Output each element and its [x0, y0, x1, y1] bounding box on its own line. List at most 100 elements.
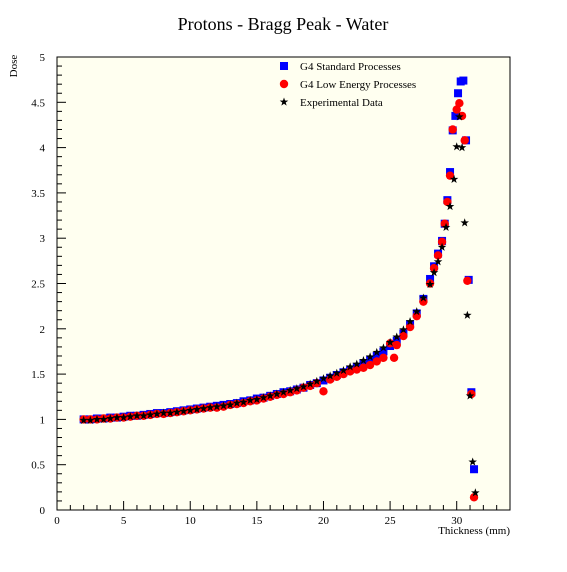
experimental-point: [185, 405, 195, 414]
experimental-point: [219, 401, 228, 410]
experimental-point: [332, 368, 342, 377]
experimental-point: [86, 415, 95, 424]
standard-point: [470, 465, 479, 474]
y-tick-label: 3: [40, 233, 46, 245]
experimental-point: [179, 406, 188, 415]
lowenergy-point: [325, 375, 335, 384]
experimental-point: [437, 242, 447, 251]
experimental-point: [79, 415, 88, 424]
experimental-point: [460, 218, 469, 227]
experimental-point: [112, 413, 122, 422]
experimental-point: [152, 409, 162, 418]
experimental-point: [92, 414, 102, 424]
lowenergy-point: [332, 372, 341, 382]
x-tick-label: 25: [385, 515, 397, 527]
experimental-point: [265, 391, 275, 400]
experimental-point: [205, 403, 215, 412]
y-tick-label: 2.5: [31, 279, 45, 291]
experimental-point: [365, 352, 375, 361]
experimental-point: [312, 376, 322, 385]
lowenergy-point: [469, 493, 479, 502]
standard-point: [392, 336, 401, 345]
y-tick-label: 3.5: [31, 188, 45, 200]
experimental-point: [379, 343, 388, 352]
legend: G4 Standard Processes G4 Low Energy Proce…: [279, 61, 416, 109]
y-tick-label: 5: [40, 52, 46, 64]
lowenergy-point: [448, 125, 457, 134]
lowenergy-point: [460, 136, 469, 145]
experimental-point: [463, 310, 472, 319]
experimental-point: [305, 379, 315, 388]
lowenergy-point: [372, 357, 381, 366]
experimental-point: [299, 382, 308, 391]
experimental-point: [292, 384, 302, 393]
standard-point: [366, 355, 375, 364]
legend-label: Experimental Data: [300, 97, 383, 109]
lowenergy-point: [319, 387, 328, 396]
x-tick-label: 0: [54, 515, 60, 527]
experimental-point: [457, 143, 467, 152]
lowenergy-point: [429, 263, 439, 273]
experimental-point: [445, 201, 455, 211]
experimental-point: [172, 407, 182, 416]
lowenergy-point: [392, 340, 401, 350]
experimental-point: [441, 222, 451, 231]
experimental-point: [252, 394, 262, 404]
y-tick-label: 4.5: [31, 97, 45, 109]
y-tick-label: 4: [40, 143, 46, 155]
legend-marker: [279, 79, 289, 89]
experimental-point: [145, 410, 155, 419]
x-tick-label: 5: [121, 515, 127, 527]
lowenergy-point: [455, 99, 464, 108]
standard-point: [372, 351, 381, 360]
experimental-point: [119, 413, 128, 422]
plot-area: [56, 56, 511, 511]
experimental-point: [225, 400, 235, 409]
chart-title: Protons - Bragg Peak - Water: [178, 14, 389, 34]
experimental-point: [212, 402, 222, 411]
experimental-point: [319, 374, 328, 383]
lowenergy-point: [445, 171, 455, 180]
experimental-point: [465, 391, 475, 400]
lowenergy-point: [463, 276, 472, 285]
standard-point: [451, 111, 460, 120]
y-tick-label: 0: [40, 505, 46, 517]
experimental-point: [433, 257, 443, 266]
experimental-point: [359, 356, 368, 365]
standard-point: [379, 347, 388, 356]
experimental-point: [471, 488, 480, 497]
legend-marker: [280, 62, 288, 70]
y-tick-label: 0.5: [31, 460, 45, 472]
experimental-point: [419, 293, 428, 302]
experimental-point: [272, 389, 282, 398]
standard-point: [426, 274, 435, 283]
experimental-point: [232, 398, 242, 407]
y-tick-label: 1: [40, 414, 46, 426]
experimental-point: [452, 142, 461, 151]
experimental-point: [259, 393, 268, 402]
x-tick-label: 10: [185, 515, 197, 527]
legend-label: G4 Low Energy Processes: [300, 79, 416, 91]
lowenergy-point: [405, 322, 415, 332]
experimental-point: [385, 337, 395, 347]
lowenergy-point: [419, 297, 428, 306]
experimental-point: [399, 325, 408, 334]
experimental-point: [352, 359, 362, 368]
experimental-point: [239, 397, 248, 406]
experimental-point: [126, 412, 135, 421]
lowenergy-point: [389, 353, 399, 362]
standard-point: [359, 359, 368, 368]
y-axis-label: Dose: [8, 55, 20, 78]
y-tick-label: 1.5: [31, 369, 45, 381]
lowenergy-point: [452, 105, 461, 114]
experimental-point: [429, 268, 439, 277]
experimental-point: [468, 457, 477, 466]
experimental-point: [192, 404, 202, 414]
lowenergy-point: [352, 365, 361, 374]
experimental-point: [99, 414, 108, 424]
experimental-point: [455, 112, 464, 121]
experimental-point: [325, 371, 335, 380]
standard-point: [459, 76, 468, 85]
